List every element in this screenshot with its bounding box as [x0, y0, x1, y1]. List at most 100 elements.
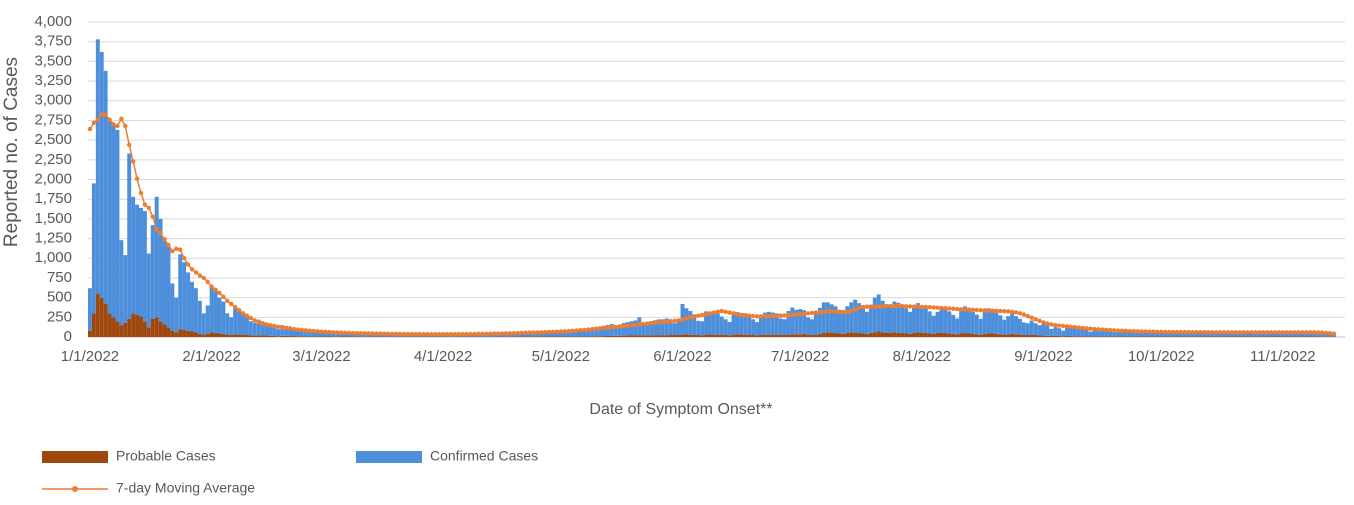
bar — [1073, 336, 1077, 337]
bar — [830, 304, 834, 332]
line-marker — [939, 306, 943, 310]
line-marker — [822, 310, 826, 314]
line-marker — [904, 304, 908, 308]
line-marker — [1033, 317, 1037, 321]
line-marker — [496, 331, 500, 335]
bar — [151, 319, 155, 337]
bar — [936, 333, 940, 337]
line-marker — [629, 323, 633, 327]
bar — [1057, 328, 1061, 336]
bar — [861, 307, 865, 334]
bar — [135, 205, 139, 315]
line-marker — [551, 330, 555, 334]
bar — [724, 335, 728, 337]
bar — [210, 332, 214, 337]
line-marker — [1030, 316, 1034, 320]
line-marker — [1120, 329, 1124, 333]
bar — [1093, 336, 1097, 337]
bar — [673, 335, 677, 337]
bar — [249, 321, 253, 335]
bar — [841, 334, 845, 337]
legend-swatch — [356, 451, 422, 463]
line-marker — [366, 331, 370, 335]
line-marker — [1308, 330, 1312, 334]
line-marker — [406, 332, 410, 336]
line-marker — [1194, 330, 1198, 334]
bar — [771, 335, 775, 337]
line-marker — [896, 304, 900, 308]
bar — [661, 335, 665, 337]
line-marker — [213, 288, 217, 292]
bar — [139, 317, 143, 337]
bar — [194, 332, 198, 337]
bar — [806, 335, 810, 337]
line-marker — [480, 332, 484, 336]
line-marker — [464, 332, 468, 336]
line-marker — [916, 305, 920, 309]
bar — [567, 336, 571, 337]
bar — [951, 315, 955, 334]
bar — [869, 305, 873, 333]
line-marker — [103, 113, 107, 117]
bar — [677, 335, 681, 337]
line-marker — [1210, 330, 1214, 334]
line-marker — [865, 304, 869, 308]
bar — [790, 307, 794, 334]
bar — [900, 305, 904, 333]
line-marker — [1214, 330, 1218, 334]
bar — [1038, 335, 1042, 337]
bar — [123, 255, 127, 323]
bar — [206, 306, 210, 334]
line-marker — [178, 247, 182, 251]
line-marker — [1190, 330, 1194, 334]
line-marker — [1332, 331, 1336, 335]
line-marker — [272, 324, 276, 328]
bar — [928, 311, 932, 333]
line-marker — [1006, 309, 1010, 313]
bar — [155, 197, 159, 317]
bar — [853, 300, 857, 333]
bar — [245, 317, 249, 335]
line-marker — [708, 311, 712, 315]
bar — [692, 335, 696, 337]
bar — [1089, 336, 1093, 337]
bar — [716, 335, 720, 337]
line-marker — [331, 330, 335, 334]
line-marker — [653, 321, 657, 325]
line-marker — [986, 308, 990, 312]
bar — [1018, 335, 1022, 337]
bar — [943, 333, 947, 337]
line-marker — [370, 331, 374, 335]
bar — [1089, 332, 1093, 337]
line-marker — [1014, 310, 1018, 314]
bar — [190, 331, 194, 337]
line-marker — [637, 322, 641, 326]
line-marker — [680, 317, 684, 321]
line-marker — [96, 117, 100, 121]
line-marker — [410, 332, 414, 336]
bar — [822, 302, 826, 333]
bar — [127, 154, 131, 319]
bar — [1006, 334, 1010, 337]
line-marker — [433, 332, 437, 336]
line-marker — [182, 256, 186, 260]
bar — [1085, 336, 1089, 337]
bar — [292, 336, 296, 337]
bar — [166, 244, 170, 327]
line-marker — [386, 332, 390, 336]
line-marker — [453, 332, 457, 336]
bar — [1049, 336, 1053, 337]
line-marker — [135, 177, 139, 181]
bar — [881, 332, 885, 337]
bar — [182, 330, 186, 337]
bar — [198, 334, 202, 337]
bar — [272, 328, 276, 337]
line-marker — [111, 122, 115, 126]
bar — [959, 311, 963, 334]
y-axis-title: Reported no. of Cases — [1, 57, 22, 247]
bar — [257, 335, 261, 337]
bar — [214, 333, 218, 337]
bar — [159, 321, 163, 337]
bar — [892, 332, 896, 337]
line-marker — [343, 331, 347, 335]
